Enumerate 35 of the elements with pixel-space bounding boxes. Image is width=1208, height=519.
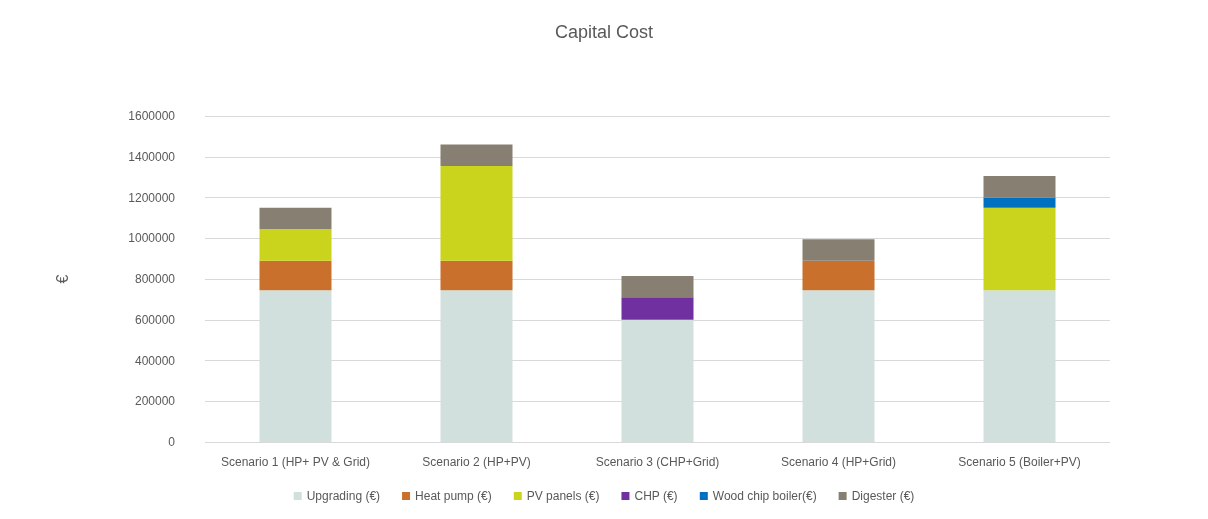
- bar: [802, 239, 875, 261]
- bar: [440, 165, 513, 261]
- y-tick-label: 1000000: [128, 231, 176, 246]
- y-tick-label: 400000: [134, 353, 176, 368]
- legend-label: CHP (€): [634, 489, 678, 503]
- bar: [259, 229, 332, 261]
- bar: [621, 275, 694, 298]
- x-tick-label: Scenario 5 (Boiler+PV): [958, 455, 1081, 469]
- bar: [621, 297, 694, 320]
- y-tick-label: 0: [168, 435, 176, 449]
- y-axis-title: €: [53, 274, 71, 284]
- bar: [259, 207, 332, 230]
- bar: [802, 260, 875, 291]
- bar: [983, 197, 1056, 208]
- bar: [259, 260, 332, 291]
- legend-label: Upgrading (€): [306, 489, 381, 503]
- y-tick-label: 800000: [134, 272, 176, 286]
- chart-title: Capital Cost: [554, 22, 654, 42]
- legend-label: PV panels (€): [526, 489, 600, 503]
- legend-label: Digester (€): [851, 489, 915, 503]
- y-tick-label: 200000: [134, 394, 176, 409]
- x-tick-label: Scenario 1 (HP+ PV & Grid): [220, 455, 371, 469]
- y-tick-label: 1200000: [128, 190, 176, 205]
- y-tick-label: 600000: [134, 312, 176, 327]
- x-tick-label: Scenario 4 (HP+Grid): [780, 455, 897, 469]
- legend-label: Heat pump (€): [415, 489, 492, 503]
- x-tick-label: Scenario 2 (HP+PV): [422, 455, 531, 469]
- bar: [983, 176, 1056, 198]
- bar: [983, 207, 1056, 291]
- legend-label: Wood chip boiler(€): [712, 489, 817, 503]
- bar: [440, 260, 513, 291]
- y-tick-label: 1600000: [128, 109, 176, 123]
- y-tick-label: 1400000: [128, 149, 176, 164]
- x-tick-label: Scenario 3 (CHP+Grid): [595, 455, 720, 469]
- bar: [440, 144, 513, 166]
